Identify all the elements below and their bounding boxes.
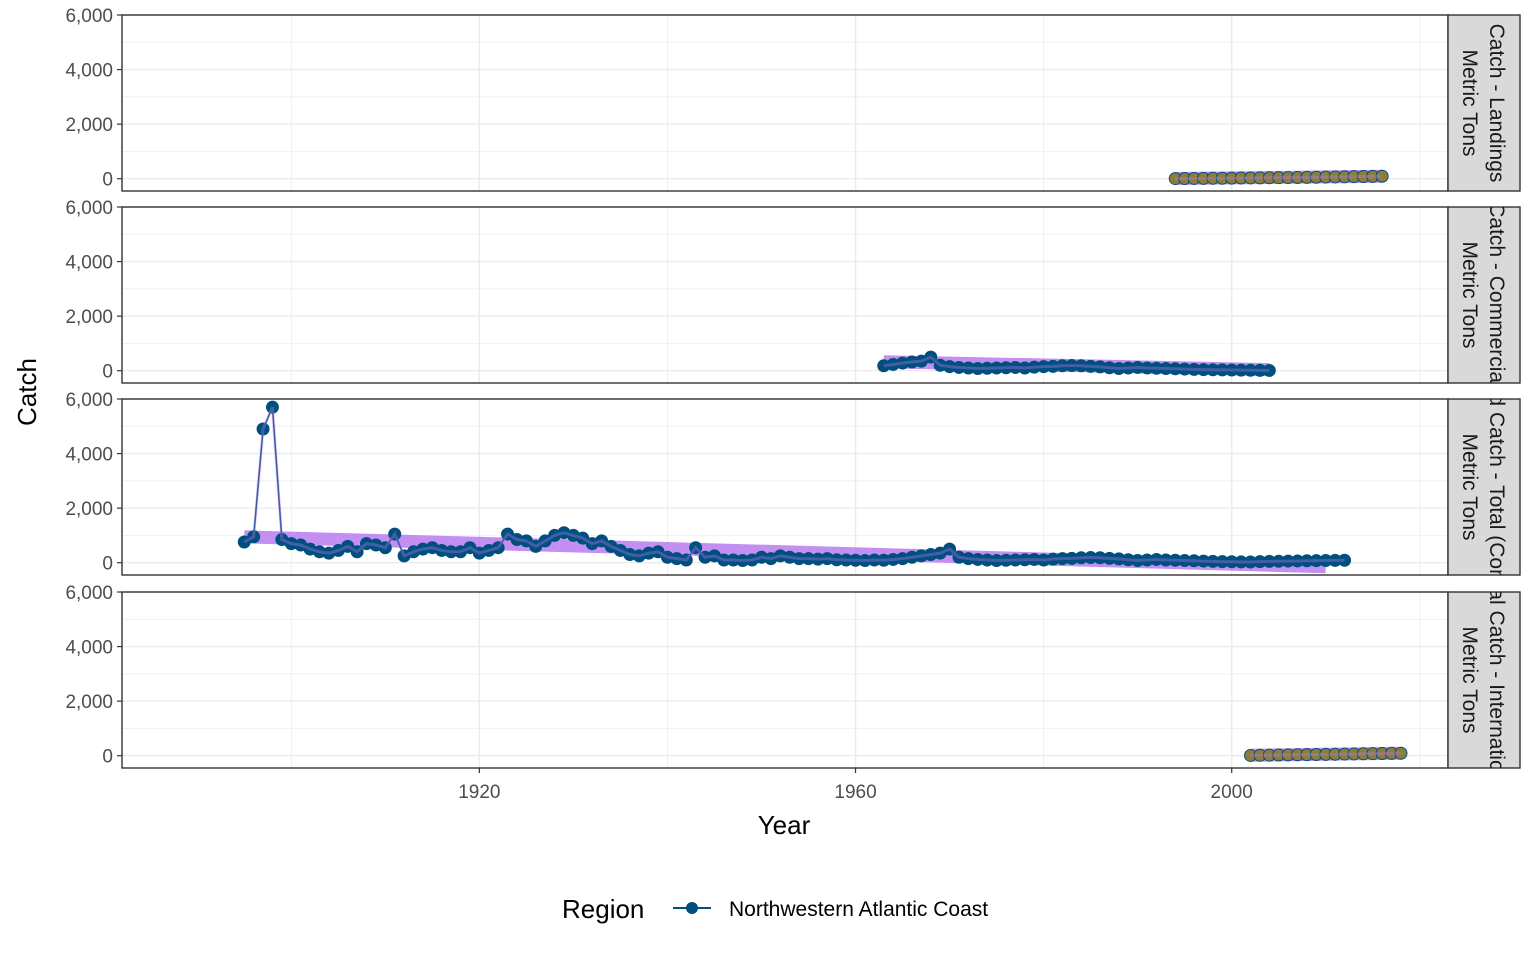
data-point <box>378 541 392 555</box>
facet-panel-4: 0 2,000 4,000 6,000 Total Catch - Internatio… <box>65 560 1521 799</box>
y-axis-title: Catch <box>12 358 42 426</box>
y-tick-label: 2,000 <box>65 499 113 520</box>
data-point <box>1394 746 1408 760</box>
y-tick-label: 4,000 <box>65 61 113 82</box>
y-tick-label: 4,000 <box>65 638 113 659</box>
y-tick-label: 2,000 <box>65 692 113 713</box>
facet-panel-3: 0 2,000 4,000 6,000 Estimated Catch - Total … <box>65 313 1521 662</box>
data-point <box>943 542 957 556</box>
data-point <box>679 553 693 567</box>
legend-key-point <box>686 902 698 914</box>
data-point <box>350 545 364 559</box>
x-axis-title: Year <box>758 810 811 840</box>
y-tick-label: 0 <box>102 170 113 191</box>
strip-label-line-1: Catch - Commercial <box>1485 202 1508 388</box>
trend-overlay <box>1175 174 1383 181</box>
x-tick-label: 1920 <box>458 782 500 803</box>
panel-background <box>122 592 1448 768</box>
panel-data <box>877 350 1276 377</box>
y-tick-label: 0 <box>102 747 113 768</box>
legend-title: Region <box>562 894 644 924</box>
y-tick-label: 6,000 <box>65 6 113 27</box>
data-point <box>247 530 261 544</box>
x-axis: 1920 1960 2000 <box>458 768 1253 803</box>
panel-data <box>237 400 1352 574</box>
y-tick-label: 0 <box>102 362 113 383</box>
legend-entry: Northwestern Atlantic Coast <box>729 898 988 921</box>
data-point <box>1375 169 1389 183</box>
strip-label-line-1: Total Catch - International <box>1485 560 1508 799</box>
facet-panel-2: 0 2,000 4,000 6,000 Catch - CommercialMetric… <box>65 198 1521 388</box>
y-tick-label: 6,000 <box>65 390 113 411</box>
data-point <box>689 541 703 555</box>
trend-overlay <box>883 355 1270 372</box>
panel-data <box>1244 746 1408 762</box>
strip-label-line-2: Metric Tons <box>1458 50 1481 157</box>
facet-strip: Estimated Catch - Total (Commercial)Metr… <box>1447 313 1521 662</box>
y-tick-label: 4,000 <box>65 445 113 466</box>
trend-overlay <box>243 406 1345 564</box>
panel-background <box>122 15 1448 191</box>
data-point <box>924 350 938 364</box>
legend: Region Northwestern Atlantic Coast <box>562 894 988 924</box>
y-tick-label: 2,000 <box>65 115 113 136</box>
y-tick-label: 6,000 <box>65 583 113 604</box>
strip-label-line-2: Metric Tons <box>1458 242 1481 349</box>
y-tick-label: 0 <box>102 554 113 575</box>
strip-label-line-2: Metric Tons <box>1458 434 1481 541</box>
data-point <box>1262 363 1276 377</box>
panel-data <box>1168 169 1389 186</box>
strip-label-line-1: Estimated Catch - Total (Commercial) <box>1485 313 1508 662</box>
data-point <box>491 541 505 555</box>
y-tick-label: 4,000 <box>65 253 113 274</box>
x-tick-label: 2000 <box>1211 782 1253 803</box>
data-point <box>265 400 279 414</box>
trend-overlay <box>1250 751 1402 757</box>
strip-background <box>1447 398 1521 576</box>
y-tick-label: 6,000 <box>65 198 113 219</box>
data-point <box>388 527 402 541</box>
strip-background <box>1447 14 1521 192</box>
data-point <box>256 422 270 436</box>
strip-background <box>1447 591 1521 769</box>
strip-label-line-1: Catch - Landings <box>1485 24 1508 183</box>
panel-background <box>122 207 1448 383</box>
x-tick-label: 1960 <box>834 782 876 803</box>
strip-label-line-2: Metric Tons <box>1458 627 1481 734</box>
y-tick-label: 2,000 <box>65 307 113 328</box>
data-point <box>1338 553 1352 567</box>
strip-background <box>1447 206 1521 384</box>
